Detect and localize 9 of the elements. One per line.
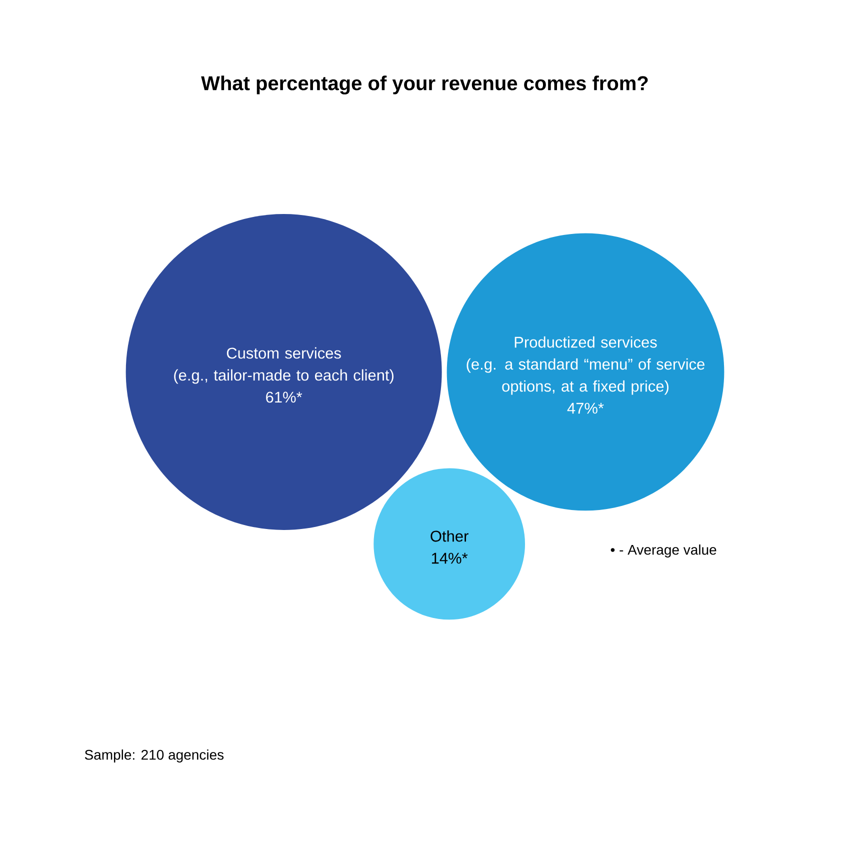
category-label: Other: [430, 530, 468, 542]
category-label: Productized services (e.g. a standard “menu” of service options, at a fixed price): [466, 336, 704, 395]
category-label: Custom services (e.g., tailor-made to each client): [174, 347, 394, 384]
text: What percentage of your revenue comes from?: [201, 76, 648, 94]
data-label: 14%*: [432, 552, 468, 564]
data-label: 47%*: [567, 402, 604, 414]
text: Sample: 210 agencies: [84, 749, 224, 763]
text: • - Average value: [610, 544, 716, 558]
data-label: 61%*: [266, 392, 302, 403]
